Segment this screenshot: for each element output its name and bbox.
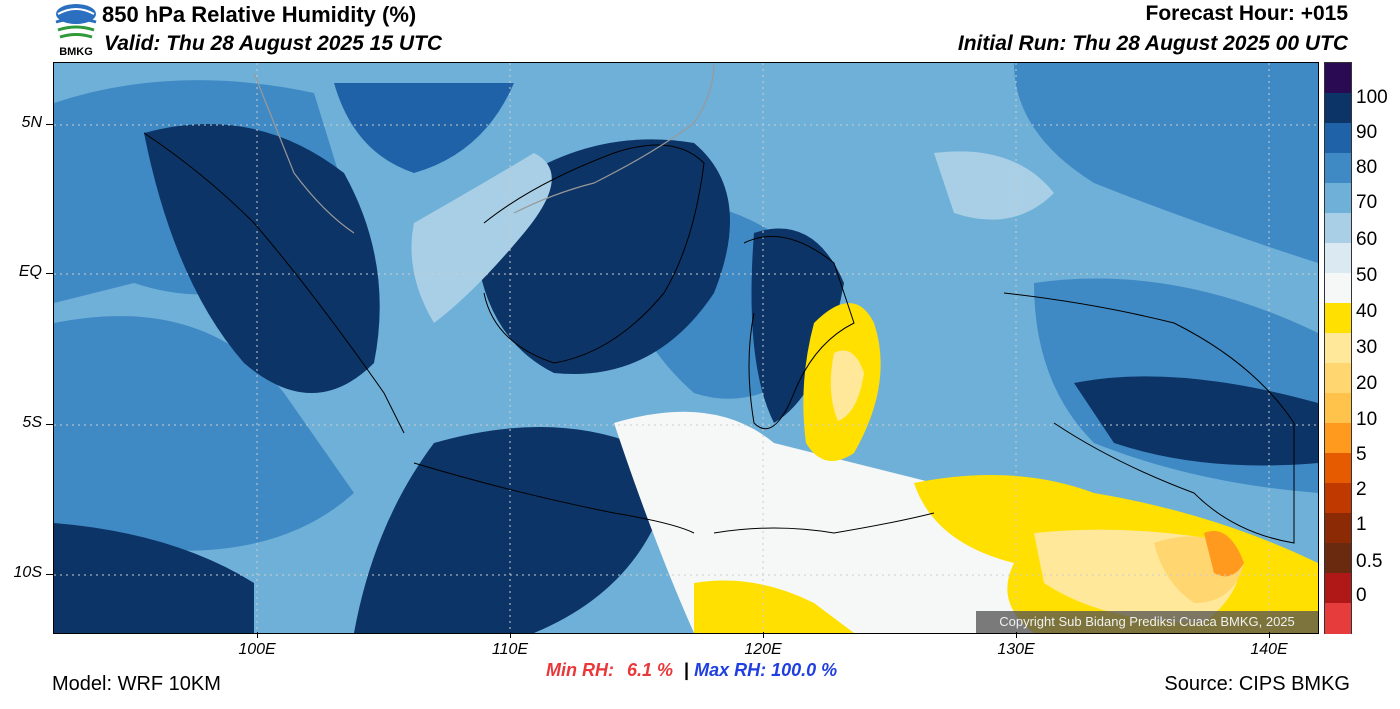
valid-time: Valid: Thu 28 August 2025 15 UTC	[104, 32, 443, 55]
colorbar-segment	[1325, 123, 1351, 154]
colorbar-label: 5	[1356, 444, 1367, 465]
lat-label: 10S	[13, 564, 42, 581]
lon-label: 130E	[997, 641, 1035, 658]
colorbar-label: 0	[1356, 585, 1367, 606]
separator: |	[684, 660, 690, 680]
bmkg-logo	[52, 2, 100, 60]
colorbar-segment	[1325, 393, 1351, 424]
colorbar-label: 1	[1356, 514, 1367, 535]
max-rh: Max RH: 100.0 %	[694, 660, 838, 680]
min-rh-label: Min RH:	[546, 660, 614, 680]
colorbar-label: 80	[1356, 157, 1378, 178]
humidity-field	[54, 63, 1318, 633]
colorbar	[1324, 62, 1352, 634]
lat-tick	[46, 424, 53, 425]
source-label: Source: CIPS BMKG	[1164, 673, 1350, 695]
colorbar-segment	[1325, 543, 1351, 574]
colorbar-segment	[1325, 273, 1351, 304]
colorbar-label: 70	[1356, 192, 1378, 213]
lon-label: 100E	[238, 641, 276, 658]
min-rh-value: 6.1 %	[627, 660, 674, 680]
colorbar-label: 60	[1356, 229, 1378, 250]
lon-tick	[510, 632, 511, 638]
map-title: 850 hPa Relative Humidity (%)	[102, 2, 417, 27]
lon-tick	[763, 632, 764, 638]
colorbar-label: 40	[1356, 301, 1378, 322]
forecast-hour: Forecast Hour: +015	[1145, 2, 1349, 25]
lon-label: 140E	[1250, 641, 1288, 658]
colorbar-label: 50	[1356, 265, 1378, 286]
humidity-map: Copyright Sub Bidang Prediksi Cuaca BMKG…	[53, 62, 1319, 634]
colorbar-label: 100	[1356, 87, 1388, 108]
colorbar-label: 2	[1356, 479, 1367, 500]
colorbar-segment	[1325, 63, 1351, 94]
colorbar-label: 10	[1356, 409, 1378, 430]
colorbar-segment	[1325, 213, 1351, 244]
lat-tick	[46, 273, 53, 274]
lon-label: 120E	[744, 641, 782, 658]
lat-label: 5S	[22, 414, 42, 431]
colorbar-label: 20	[1356, 373, 1378, 394]
lon-tick	[1269, 632, 1270, 638]
colorbar-segment	[1325, 243, 1351, 274]
lon-label: 110E	[491, 641, 529, 658]
colorbar-segment	[1325, 453, 1351, 484]
lon-tick	[1016, 632, 1017, 638]
colorbar-label: 30	[1356, 337, 1378, 358]
lon-tick	[257, 632, 258, 638]
initial-run: Initial Run: Thu 28 August 2025 00 UTC	[957, 32, 1348, 55]
colorbar-segment	[1325, 153, 1351, 184]
colorbar-segment	[1325, 483, 1351, 514]
colorbar-segment	[1325, 423, 1351, 454]
lat-label: EQ	[18, 263, 42, 280]
min-max-readout: Min RH: 6.1 % | Max RH: 100.0 %	[546, 660, 837, 681]
colorbar-segment	[1325, 333, 1351, 364]
colorbar-segment	[1325, 573, 1351, 604]
colorbar-label: 0.5	[1356, 551, 1383, 572]
colorbar-segment	[1325, 363, 1351, 394]
colorbar-segment	[1325, 603, 1351, 634]
colorbar-segment	[1325, 513, 1351, 544]
logo-text: BMKG	[59, 46, 93, 58]
lat-label: 5N	[21, 114, 42, 131]
colorbar-label: 90	[1356, 122, 1378, 143]
lat-tick	[46, 574, 53, 575]
colorbar-segment	[1325, 183, 1351, 214]
lat-tick	[46, 124, 53, 125]
colorbar-segment	[1325, 303, 1351, 334]
colorbar-segment	[1325, 93, 1351, 124]
copyright-notice: Copyright Sub Bidang Prediksi Cuaca BMKG…	[976, 611, 1318, 633]
model-label: Model: WRF 10KM	[52, 673, 221, 695]
